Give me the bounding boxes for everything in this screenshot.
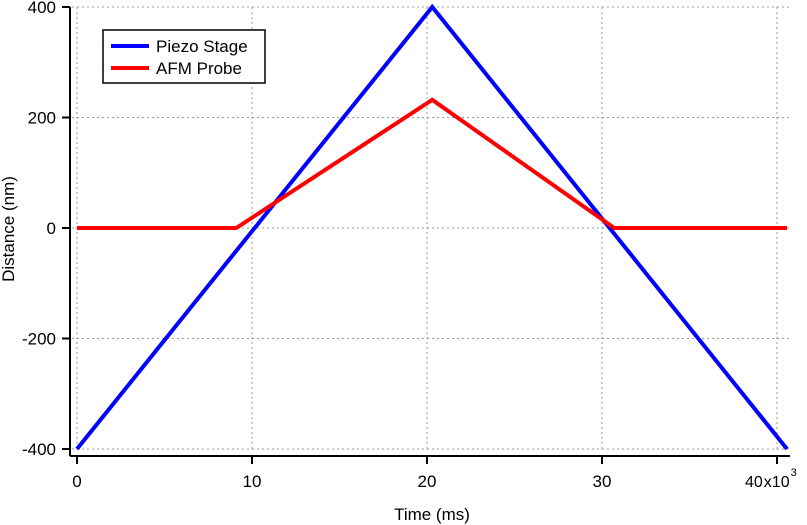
series-line-piezo-stage [75,3,789,451]
x-tick-label: 30 [593,472,612,491]
y-tick-label: -400 [22,440,56,459]
legend-label-afm-probe: AFM Probe [156,59,242,78]
axes [69,7,790,457]
x-axis-label: Time (ms) [394,505,470,524]
legend-label-piezo-stage: Piezo Stage [156,37,248,56]
y-tick-label: 400 [28,0,56,17]
series-line-afm-probe [77,97,787,230]
y-tick-label: 0 [47,219,56,238]
legend-box [102,29,266,84]
y-tick-label: 200 [28,109,56,128]
x-tick-label: 20 [418,472,437,491]
y-tick-label: -200 [22,330,56,349]
series-layer [75,3,789,451]
x-tick-label: 40 [745,474,763,491]
x-multiplier-exponent: 3 [791,467,797,479]
x-multiplier-label: x10 [764,474,790,491]
y-axis-label: Distance (nm) [0,176,18,282]
x-tick-label: 10 [243,472,262,491]
legend: Piezo Stage AFM Probe [102,29,266,84]
x-tick-label: 0 [72,472,81,491]
